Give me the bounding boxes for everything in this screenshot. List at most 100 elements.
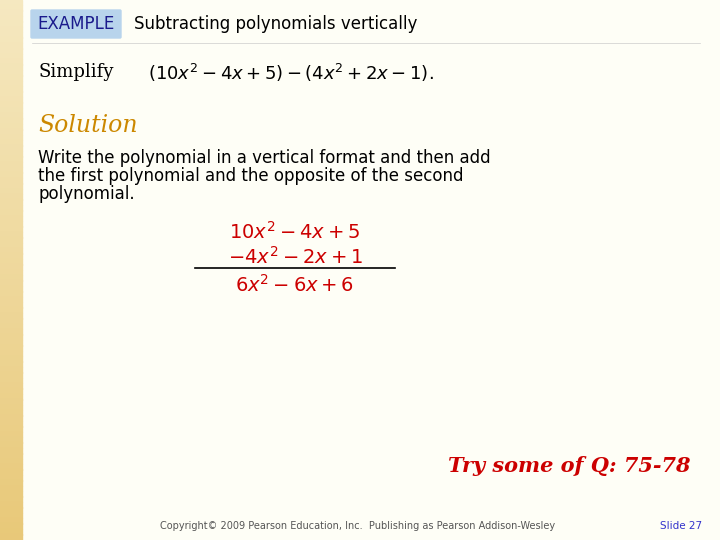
Bar: [0, 475, 22, 481]
Bar: [0, 518, 22, 524]
Bar: [0, 140, 22, 146]
Bar: [0, 0, 22, 5]
Bar: [0, 242, 22, 248]
Bar: [0, 437, 22, 443]
Text: Solution: Solution: [38, 113, 138, 137]
Bar: [0, 5, 22, 11]
Bar: [0, 388, 22, 394]
Bar: [0, 21, 22, 27]
Bar: [0, 329, 22, 335]
Bar: [0, 469, 22, 475]
Bar: [0, 64, 22, 70]
Bar: [0, 529, 22, 535]
Bar: [0, 232, 22, 238]
Bar: [0, 59, 22, 65]
Bar: [0, 226, 22, 232]
Bar: [0, 523, 22, 529]
Bar: [0, 296, 22, 302]
Bar: [0, 458, 22, 464]
Bar: [0, 188, 22, 194]
Text: the first polynomial and the opposite of the second: the first polynomial and the opposite of…: [38, 167, 464, 185]
Bar: [0, 75, 22, 81]
Bar: [0, 507, 22, 513]
Bar: [0, 442, 22, 448]
Bar: [0, 70, 22, 76]
Bar: [0, 129, 22, 135]
Bar: [0, 237, 22, 243]
Bar: [0, 496, 22, 502]
Bar: [0, 210, 22, 216]
Bar: [0, 253, 22, 259]
Bar: [0, 485, 22, 491]
Bar: [0, 259, 22, 265]
Bar: [0, 367, 22, 373]
Bar: [0, 37, 22, 43]
Bar: [0, 502, 22, 508]
Text: polynomial.: polynomial.: [38, 185, 135, 203]
Bar: [0, 194, 22, 200]
Bar: [0, 48, 22, 54]
Bar: [0, 291, 22, 297]
Text: Subtracting polynomials vertically: Subtracting polynomials vertically: [134, 15, 418, 33]
Bar: [0, 431, 22, 437]
Text: Write the polynomial in a vertical format and then add: Write the polynomial in a vertical forma…: [38, 149, 490, 167]
Text: EXAMPLE: EXAMPLE: [37, 15, 114, 33]
Bar: [0, 307, 22, 313]
Bar: [0, 151, 22, 157]
Text: Slide 27: Slide 27: [660, 521, 702, 531]
Bar: [0, 275, 22, 281]
Bar: [0, 448, 22, 454]
Bar: [0, 361, 22, 367]
Bar: [0, 80, 22, 86]
Bar: [0, 383, 22, 389]
Bar: [0, 404, 22, 410]
Bar: [0, 26, 22, 32]
Bar: [0, 421, 22, 427]
Bar: [0, 394, 22, 400]
Text: $6x^2-6x+6$: $6x^2-6x+6$: [235, 274, 354, 296]
Bar: [0, 269, 22, 275]
Bar: [0, 107, 22, 113]
Bar: [0, 97, 22, 103]
Bar: [0, 156, 22, 162]
Bar: [0, 248, 22, 254]
Bar: [0, 464, 22, 470]
Bar: [0, 345, 22, 351]
Bar: [0, 167, 22, 173]
Bar: [0, 124, 22, 130]
Bar: [0, 356, 22, 362]
Bar: [0, 377, 22, 383]
Bar: [0, 480, 22, 486]
Bar: [0, 172, 22, 178]
Bar: [0, 426, 22, 432]
Bar: [0, 161, 22, 167]
Bar: [0, 205, 22, 211]
Bar: [0, 183, 22, 189]
Bar: [0, 16, 22, 22]
Bar: [0, 178, 22, 184]
Bar: [0, 399, 22, 405]
Bar: [0, 91, 22, 97]
Bar: [0, 313, 22, 319]
Bar: [0, 215, 22, 221]
Bar: [0, 53, 22, 59]
Text: Try some of Q: 75-78: Try some of Q: 75-78: [448, 456, 690, 476]
Bar: [0, 10, 22, 16]
Bar: [0, 86, 22, 92]
Bar: [0, 323, 22, 329]
Bar: [0, 350, 22, 356]
Text: $10x^2-4x+5$: $10x^2-4x+5$: [230, 221, 361, 243]
Bar: [0, 334, 22, 340]
Bar: [0, 102, 22, 108]
Bar: [0, 372, 22, 378]
Bar: [0, 410, 22, 416]
Bar: [0, 453, 22, 459]
Text: Simplify: Simplify: [38, 63, 113, 81]
Bar: [0, 512, 22, 518]
Bar: [0, 199, 22, 205]
Bar: [0, 415, 22, 421]
Bar: [0, 145, 22, 151]
Text: $-4x^2-2x+1$: $-4x^2-2x+1$: [228, 246, 362, 268]
Bar: [0, 43, 22, 49]
FancyBboxPatch shape: [31, 10, 121, 38]
